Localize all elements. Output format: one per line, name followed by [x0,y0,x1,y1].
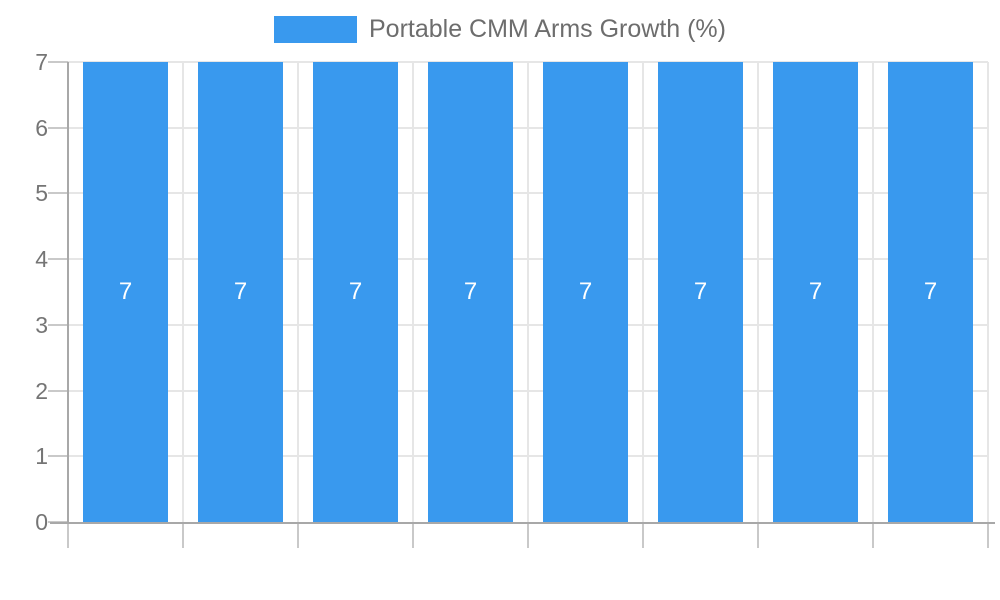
x-gridline [757,62,759,522]
bar-value-label: 7 [923,278,938,305]
x-tick [527,524,529,548]
x-tick [872,524,874,548]
bar-value-label: 7 [693,278,708,305]
y-tick [48,126,68,129]
bar[interactable] [428,62,513,522]
bar[interactable] [83,62,168,522]
bar-value-label: 7 [578,278,593,305]
y-tick [48,455,68,458]
x-gridline [527,62,529,522]
legend-label: Portable CMM Arms Growth (%) [368,15,726,43]
x-tick [642,524,644,548]
bar-value-label: 7 [118,278,133,305]
x-tick [67,524,69,548]
bar-value-label: 7 [463,278,478,305]
bar[interactable] [658,62,743,522]
bar-value-label: 7 [348,278,363,305]
bar[interactable] [313,62,398,522]
y-tick [48,323,68,326]
y-tick [48,192,68,195]
x-tick [412,524,414,548]
bar-value-label: 7 [233,278,248,305]
bar[interactable] [543,62,628,522]
x-gridline [872,62,874,522]
x-tick [182,524,184,548]
bar[interactable] [198,62,283,522]
x-tick [987,524,989,548]
x-tick [297,524,299,548]
y-axis-label: 6 [35,114,48,141]
x-gridline [642,62,644,522]
y-axis-label: 3 [35,311,48,338]
bar[interactable] [773,62,858,522]
y-axis-label: 1 [35,443,48,470]
x-tick [757,524,759,548]
y-axis-label: 4 [35,246,48,273]
legend-swatch-icon [273,16,357,43]
bar-value-label: 7 [808,278,823,305]
x-gridline [987,62,989,522]
y-axis-label: 5 [35,180,48,207]
x-gridline [297,62,299,522]
y-axis-label: 7 [35,49,48,75]
bar[interactable] [888,62,973,522]
y-axis-line [67,62,69,524]
y-axis-label: 2 [35,377,48,404]
y-tick [48,61,68,63]
x-axis-line [50,522,995,524]
y-tick [48,258,68,261]
x-gridline [182,62,184,522]
x-gridline [412,62,414,522]
chart-legend[interactable]: Portable CMM Arms Growth (%) [0,16,1000,43]
y-tick [48,389,68,392]
y-axis-label: 0 [35,509,48,535]
